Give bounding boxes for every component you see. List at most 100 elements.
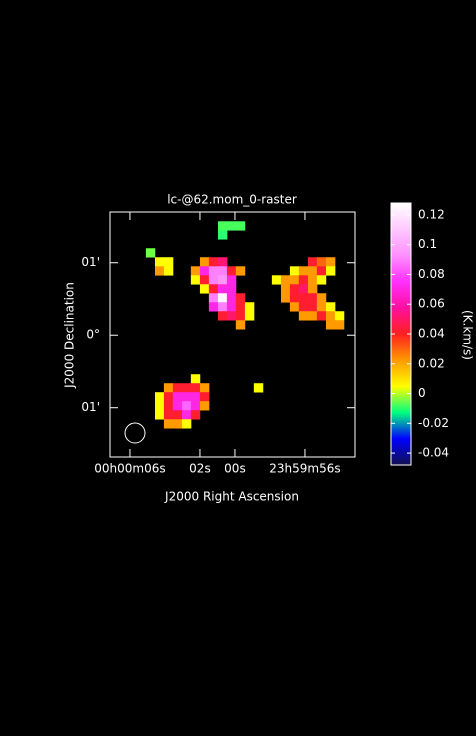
pixel xyxy=(226,275,237,285)
pixel xyxy=(244,302,255,312)
pixel xyxy=(217,266,228,276)
chart-title: lc-@62.mom_0-raster xyxy=(167,193,297,207)
pixel xyxy=(190,410,201,420)
colorbar-tick-label: 0.02 xyxy=(418,356,445,370)
pixel xyxy=(226,266,237,276)
pixel xyxy=(307,284,318,294)
pixel xyxy=(217,230,228,240)
pixel xyxy=(199,275,210,285)
pixel xyxy=(298,266,309,276)
pixel xyxy=(226,302,237,312)
pixel xyxy=(235,320,246,330)
pixel xyxy=(325,257,336,267)
x-tick-label: 02s xyxy=(189,462,211,476)
colorbar-tick-label: 0.04 xyxy=(418,327,445,341)
colorbar-title: (K.km/s) xyxy=(461,310,475,360)
pixel xyxy=(163,383,174,393)
pixel xyxy=(172,401,183,411)
pixel xyxy=(226,284,237,294)
pixel xyxy=(316,311,327,321)
pixel xyxy=(145,248,156,258)
pixel xyxy=(181,401,192,411)
pixel xyxy=(289,302,300,312)
pixel xyxy=(208,257,219,267)
pixel xyxy=(298,311,309,321)
pixel xyxy=(334,320,345,330)
pixel xyxy=(307,302,318,312)
pixel xyxy=(208,302,219,312)
pixel xyxy=(208,293,219,303)
colorbar-tick-label: 0.12 xyxy=(418,207,445,221)
colorbar-tick-label: -0.02 xyxy=(418,416,449,430)
pixel xyxy=(334,311,345,321)
x-tick-label: 23h59m56s xyxy=(269,462,340,476)
pixel xyxy=(181,383,192,393)
pixel xyxy=(289,284,300,294)
pixel xyxy=(226,221,237,231)
pixel xyxy=(298,302,309,312)
pixel xyxy=(154,266,165,276)
pixel xyxy=(235,221,246,231)
pixel xyxy=(217,311,228,321)
pixel xyxy=(190,392,201,402)
pixel xyxy=(172,392,183,402)
pixel xyxy=(325,320,336,330)
x-tick-label: 00h00m06s xyxy=(94,462,165,476)
pixel xyxy=(325,302,336,312)
pixel xyxy=(199,401,210,411)
pixel xyxy=(298,293,309,303)
pixel xyxy=(190,383,201,393)
pixel xyxy=(217,293,228,303)
pixel xyxy=(325,311,336,321)
pixel xyxy=(154,401,165,411)
pixel xyxy=(154,392,165,402)
pixel xyxy=(208,275,219,285)
pixel xyxy=(163,419,174,429)
pixel xyxy=(316,275,327,285)
colorbar-tick-label: 0.1 xyxy=(418,237,437,251)
pixel xyxy=(289,266,300,276)
pixel xyxy=(199,284,210,294)
pixel xyxy=(190,401,201,411)
pixel xyxy=(190,266,201,276)
pixel xyxy=(217,302,228,312)
pixel xyxy=(289,275,300,285)
pixel xyxy=(316,293,327,303)
x-axis-title: J2000 Right Ascension xyxy=(164,490,299,504)
pixel xyxy=(253,383,264,393)
pixel xyxy=(307,293,318,303)
pixel xyxy=(307,257,318,267)
pixel xyxy=(289,293,300,303)
pixel xyxy=(208,266,219,276)
pixel xyxy=(316,257,327,267)
pixel xyxy=(208,284,219,294)
pixel xyxy=(271,275,282,285)
x-tick-label: 00s xyxy=(224,462,246,476)
pixel xyxy=(244,311,255,321)
pixel xyxy=(172,419,183,429)
pixel xyxy=(181,419,192,429)
colorbar-tick-label: 0.06 xyxy=(418,297,445,311)
pixel xyxy=(217,284,228,294)
pixel xyxy=(181,392,192,402)
pixel xyxy=(307,266,318,276)
pixel xyxy=(163,266,174,276)
y-axis-title: J2000 Declination xyxy=(63,282,77,389)
colorbar-tick-label: 0.08 xyxy=(418,267,445,281)
pixel xyxy=(235,293,246,303)
y-tick-label: 0° xyxy=(86,328,100,342)
pixel xyxy=(298,275,309,285)
pixel xyxy=(226,311,237,321)
pixel xyxy=(217,221,228,231)
beam xyxy=(124,422,146,444)
pixel xyxy=(163,401,174,411)
pixel xyxy=(199,257,210,267)
pixel xyxy=(235,302,246,312)
pixel xyxy=(163,410,174,420)
pixel xyxy=(307,311,318,321)
colorbar-tick-label: 0 xyxy=(418,386,426,400)
pixel xyxy=(325,266,336,276)
pixel xyxy=(307,275,318,285)
